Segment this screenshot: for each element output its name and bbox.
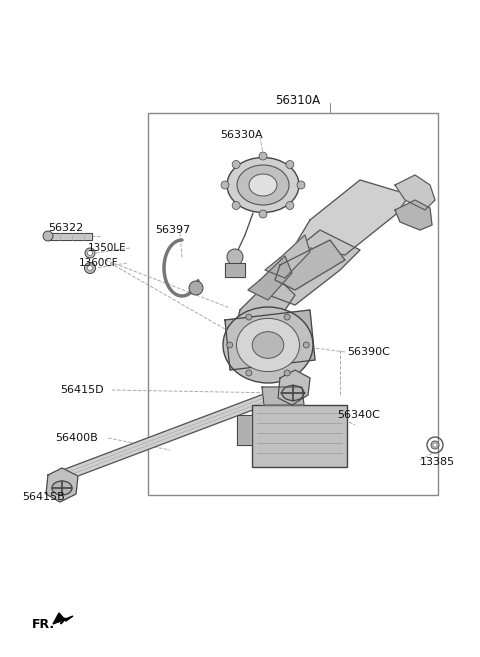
Text: 56340C: 56340C [337,410,380,420]
Polygon shape [395,175,435,210]
Ellipse shape [227,158,299,212]
Bar [252,405,347,467]
Text: 56415D: 56415D [60,385,104,395]
Text: 56400B: 56400B [55,433,98,443]
Circle shape [297,181,305,189]
Polygon shape [63,385,292,480]
Circle shape [284,314,290,320]
Circle shape [221,181,229,189]
Polygon shape [235,275,295,340]
Text: 1350LE: 1350LE [88,243,127,253]
Text: 56322: 56322 [48,223,83,233]
Circle shape [189,281,203,295]
Polygon shape [248,256,292,300]
Text: 56310A: 56310A [276,93,321,106]
Circle shape [227,249,243,265]
Bar [148,113,438,495]
Text: FR.: FR. [32,618,55,631]
Polygon shape [278,370,310,405]
Ellipse shape [237,165,289,205]
Circle shape [431,441,439,449]
Ellipse shape [252,332,284,358]
Circle shape [246,370,252,376]
Polygon shape [265,235,310,278]
Circle shape [84,263,96,273]
Circle shape [43,231,53,241]
Circle shape [87,250,93,256]
Circle shape [286,160,294,168]
Circle shape [246,314,252,320]
Circle shape [87,265,93,271]
Text: 56397: 56397 [155,225,190,235]
Circle shape [232,160,240,168]
Polygon shape [48,233,92,240]
Circle shape [286,202,294,210]
Circle shape [232,202,240,210]
Circle shape [85,248,95,258]
Text: 13385: 13385 [420,457,455,467]
Ellipse shape [282,386,304,401]
Polygon shape [255,230,360,305]
Polygon shape [237,415,252,445]
Text: 56390C: 56390C [347,347,390,357]
Text: 56415B: 56415B [22,492,65,502]
Circle shape [303,342,309,348]
Circle shape [284,370,290,376]
Polygon shape [262,387,304,405]
Ellipse shape [249,174,277,196]
Circle shape [259,152,267,160]
Text: 56330A: 56330A [220,130,263,140]
Text: 1360CF: 1360CF [79,258,119,268]
Polygon shape [275,240,345,290]
Polygon shape [225,310,315,370]
Polygon shape [225,263,245,277]
Ellipse shape [223,307,313,383]
Circle shape [227,342,233,348]
Polygon shape [295,180,410,255]
Polygon shape [46,468,78,502]
Circle shape [433,443,437,447]
Polygon shape [53,613,73,624]
Ellipse shape [237,319,300,372]
Ellipse shape [52,481,72,495]
Circle shape [259,210,267,218]
Polygon shape [395,200,432,230]
